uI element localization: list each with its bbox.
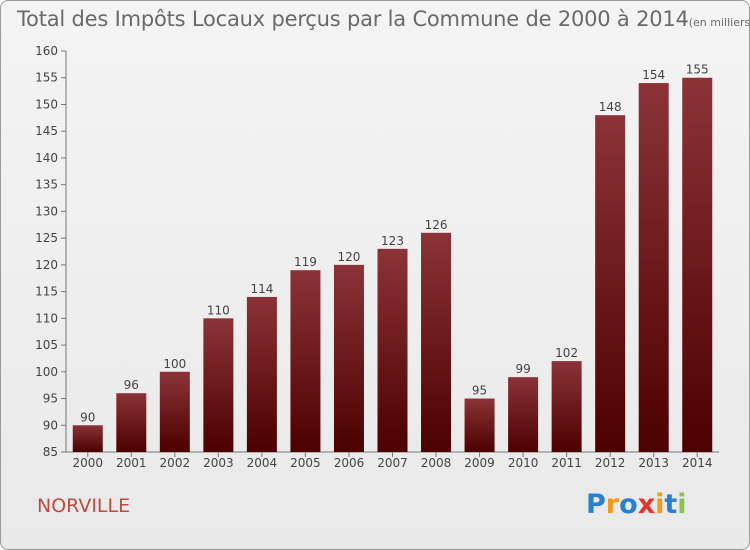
x-tick-label: 2007 [377,456,408,470]
bar [290,270,321,452]
bar [333,264,364,452]
bar-value-label: 96 [124,378,139,392]
x-tick-label: 2012 [595,456,626,470]
y-tick-label: 120 [35,258,58,272]
bar-value-label: 99 [515,362,530,376]
x-tick-label: 2011 [551,456,582,470]
x-tick-label: 2001 [116,456,147,470]
x-tick-label: 2008 [421,456,452,470]
bar-value-label: 102 [555,346,578,360]
logo-letter: P [586,489,606,520]
bar [159,371,190,452]
y-tick-label: 150 [35,97,58,111]
x-tick-label: 2006 [334,456,365,470]
bar-value-label: 100 [163,357,186,371]
logo-letter: i [677,489,687,520]
commune-name: NORVILLE [37,495,131,517]
bar [246,296,277,452]
x-tick-label: 2003 [203,456,234,470]
logo-letter: i [655,489,665,520]
bar-value-label: 90 [80,410,95,424]
bar-value-label: 110 [207,303,230,317]
bar [638,83,669,452]
bars [72,77,713,452]
logo-letter: r [605,489,620,520]
bar [682,77,713,452]
bar [551,361,582,452]
data-labels: 90 96 100 110 114 119 120 123 126 95 99 102 148 154 15… [80,63,709,425]
bar-value-label: 114 [250,282,273,296]
x-tick-label: 2000 [72,456,103,470]
proxiti-logo: Proxiti [586,489,687,520]
x-tick-label: 2005 [290,456,321,470]
y-tick-label: 85 [43,445,58,459]
bar [377,248,408,452]
logo-letter: o [619,489,638,520]
bar-value-label: 126 [425,218,448,232]
title-text: Total des Impôts Locaux perçus par la Co… [17,7,689,31]
bar [595,115,626,452]
bar-value-label: 148 [599,100,622,114]
x-tick-label: 2002 [160,456,191,470]
y-tick-label: 155 [35,71,58,85]
bar [421,232,452,452]
y-tick-label: 105 [35,338,58,352]
axes: 85 90 95 100 105 110 115 120 125 130 135 140 145 150 1… [35,44,719,470]
x-tick-label: 2014 [682,456,713,470]
y-tick-label: 140 [35,151,58,165]
x-tick-label: 2009 [464,456,495,470]
y-tick-label: 135 [35,178,58,192]
y-tick-label: 90 [43,418,58,432]
bar [116,393,147,452]
bar-value-label: 120 [338,250,361,264]
logo-letter: x [637,489,656,520]
y-tick-label: 130 [35,204,58,218]
logo-letter: t [664,489,678,520]
y-tick-label: 160 [35,44,58,58]
bar [203,318,234,452]
bar [72,425,103,452]
y-tick-label: 110 [35,311,58,325]
bar-value-label: 155 [686,63,709,77]
x-tick-label: 2013 [638,456,669,470]
chart-title: Total des Impôts Locaux perçus par la Co… [17,7,750,31]
title-unit: (en milliers d'€) [688,16,750,29]
y-tick-label: 95 [43,392,58,406]
bar-value-label: 154 [642,68,665,82]
x-tick-label: 2004 [247,456,278,470]
bar [508,377,539,452]
y-tick-label: 125 [35,231,58,245]
x-tick-label: 2010 [508,456,539,470]
y-tick-label: 115 [35,285,58,299]
y-tick-label: 100 [35,365,58,379]
y-tick-label: 145 [35,124,58,138]
bar-value-label: 123 [381,234,404,248]
bar-value-label: 95 [472,384,487,398]
bar [464,398,495,452]
bar-value-label: 119 [294,255,317,269]
